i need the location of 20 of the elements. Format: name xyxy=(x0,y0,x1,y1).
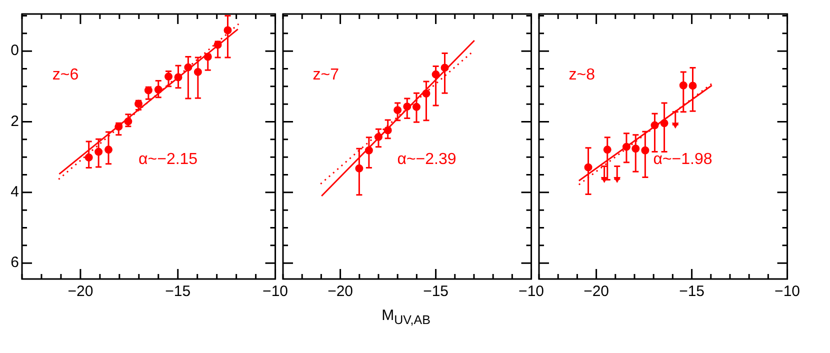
y-tick-label: 4 xyxy=(10,184,19,201)
y-tick-label: 6 xyxy=(10,254,19,272)
x-tick-label: −15 xyxy=(165,283,191,300)
x-tick-label: −20 xyxy=(68,283,94,300)
x-tick-label: −10 xyxy=(774,283,800,300)
y-tick-label: 0 xyxy=(10,42,19,60)
x-tick-label: −20 xyxy=(328,283,354,300)
annotation: α~−2.15 xyxy=(138,151,198,168)
x-tick-label: −10 xyxy=(262,283,288,300)
annotation: z~6 xyxy=(52,66,79,84)
annotation: α~−1.98 xyxy=(653,151,712,168)
x-tick-label: −15 xyxy=(423,283,449,300)
y-tick-label: 2 xyxy=(10,112,19,130)
annotation: z~7 xyxy=(312,66,340,84)
x-tick-label: −20 xyxy=(584,283,610,300)
annotation: z~8 xyxy=(568,66,596,84)
x-axis-title: M$_{UV,AB}$ xyxy=(380,307,432,327)
x-tick-label: −10 xyxy=(518,283,544,300)
annotation: α~−2.39 xyxy=(397,151,456,168)
x-tick-label: −15 xyxy=(679,283,705,300)
